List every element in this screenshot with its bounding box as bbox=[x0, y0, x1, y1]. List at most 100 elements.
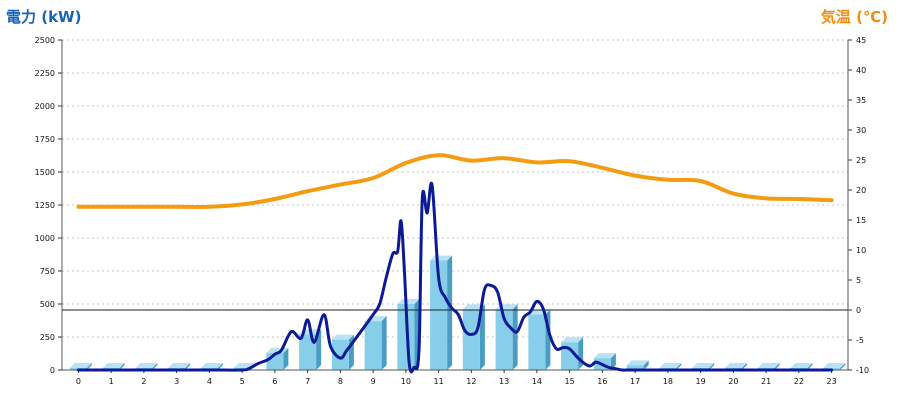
temperature-line bbox=[76, 153, 834, 209]
power-line bbox=[76, 181, 834, 374]
bar bbox=[430, 260, 448, 370]
bar-top bbox=[659, 363, 682, 369]
bar-side bbox=[807, 363, 813, 370]
bar-top bbox=[462, 304, 485, 310]
bar-side bbox=[217, 363, 223, 370]
axis-layer: 02505007501000125015001750200022502500-1… bbox=[35, 36, 869, 386]
bar-top bbox=[626, 360, 649, 366]
x-tick-label: 15 bbox=[565, 377, 575, 386]
left-tick-label: 750 bbox=[40, 267, 55, 276]
grid-layer bbox=[62, 39, 848, 338]
bar-top bbox=[331, 334, 354, 340]
x-tick-label: 19 bbox=[696, 377, 706, 386]
bar-top bbox=[724, 363, 747, 369]
bar-top bbox=[102, 363, 125, 369]
x-tick-label: 22 bbox=[794, 377, 804, 386]
right-axis-title: 気温 (℃) bbox=[820, 8, 888, 26]
right-tick-label: 10 bbox=[856, 246, 866, 255]
x-tick-label: 23 bbox=[827, 377, 837, 386]
x-tick-label: 21 bbox=[761, 377, 771, 386]
left-tick-label: 2250 bbox=[35, 69, 55, 78]
bar-side bbox=[774, 363, 780, 370]
bar-top bbox=[692, 363, 715, 369]
bar-side bbox=[152, 363, 158, 370]
bar-top bbox=[200, 363, 223, 369]
x-tick-label: 16 bbox=[597, 377, 607, 386]
bar-side bbox=[512, 304, 518, 370]
bar-side bbox=[643, 360, 649, 370]
right-tick-label: 20 bbox=[856, 186, 866, 195]
bar-top bbox=[69, 363, 92, 369]
right-tick-label: 40 bbox=[856, 66, 866, 75]
bar-side bbox=[283, 347, 289, 370]
bar bbox=[397, 304, 415, 370]
x-tick-label: 18 bbox=[663, 377, 673, 386]
x-tick-label: 11 bbox=[434, 377, 444, 386]
bar-top bbox=[397, 299, 420, 304]
bar-side bbox=[676, 363, 682, 370]
right-tick-label: -5 bbox=[856, 336, 864, 345]
bar-side bbox=[447, 255, 453, 370]
left-tick-label: 1500 bbox=[35, 168, 55, 177]
bar bbox=[364, 321, 382, 370]
x-tick-label: 0 bbox=[76, 377, 81, 386]
left-axis-title: 電力 (kW) bbox=[6, 8, 82, 26]
right-tick-label: -10 bbox=[856, 366, 869, 375]
bar bbox=[299, 334, 317, 370]
line-layer bbox=[76, 153, 834, 374]
bar-side bbox=[185, 363, 191, 370]
x-tick-label: 3 bbox=[174, 377, 179, 386]
bar-side bbox=[86, 363, 92, 370]
bar-top bbox=[757, 363, 780, 369]
x-tick-label: 2 bbox=[141, 377, 146, 386]
bar-top bbox=[823, 363, 846, 369]
bar bbox=[561, 342, 579, 370]
x-tick-label: 1 bbox=[109, 377, 114, 386]
x-tick-label: 20 bbox=[728, 377, 738, 386]
x-tick-label: 14 bbox=[532, 377, 542, 386]
left-tick-label: 0 bbox=[50, 366, 55, 375]
bar-side bbox=[578, 337, 584, 370]
right-tick-label: 35 bbox=[856, 96, 866, 105]
x-tick-label: 13 bbox=[499, 377, 509, 386]
bar-side bbox=[479, 304, 485, 370]
left-tick-label: 1000 bbox=[35, 234, 55, 243]
x-tick-label: 10 bbox=[401, 377, 411, 386]
x-tick-label: 7 bbox=[305, 377, 310, 386]
bar-side bbox=[741, 363, 747, 370]
bar-side bbox=[709, 363, 715, 370]
bar-top bbox=[593, 353, 616, 359]
bar-top bbox=[561, 337, 584, 343]
bar bbox=[626, 365, 644, 370]
bar bbox=[528, 314, 546, 370]
right-tick-label: 25 bbox=[856, 156, 866, 165]
bar bbox=[462, 309, 480, 370]
left-tick-label: 500 bbox=[40, 300, 55, 309]
left-tick-label: 250 bbox=[40, 333, 55, 342]
bar-top bbox=[135, 363, 158, 369]
x-tick-label: 12 bbox=[466, 377, 476, 386]
left-tick-label: 1750 bbox=[35, 135, 55, 144]
left-tick-label: 1250 bbox=[35, 201, 55, 210]
x-tick-label: 17 bbox=[630, 377, 640, 386]
bar-side bbox=[119, 363, 125, 370]
right-tick-label: 5 bbox=[856, 276, 861, 285]
left-tick-label: 2000 bbox=[35, 102, 55, 111]
right-tick-label: 30 bbox=[856, 126, 866, 135]
x-tick-label: 5 bbox=[240, 377, 245, 386]
bar-side bbox=[316, 329, 322, 370]
bar-side bbox=[840, 363, 846, 370]
x-tick-label: 8 bbox=[338, 377, 343, 386]
bar bbox=[331, 339, 349, 370]
bar-side bbox=[381, 316, 387, 370]
right-tick-label: 0 bbox=[856, 306, 861, 315]
x-tick-label: 9 bbox=[371, 377, 376, 386]
bar-top bbox=[790, 363, 813, 369]
bar-side bbox=[610, 353, 616, 370]
bar-top bbox=[168, 363, 191, 369]
x-tick-label: 6 bbox=[272, 377, 277, 386]
x-tick-label: 4 bbox=[207, 377, 212, 386]
left-tick-label: 2500 bbox=[35, 36, 55, 45]
right-tick-label: 15 bbox=[856, 216, 866, 225]
